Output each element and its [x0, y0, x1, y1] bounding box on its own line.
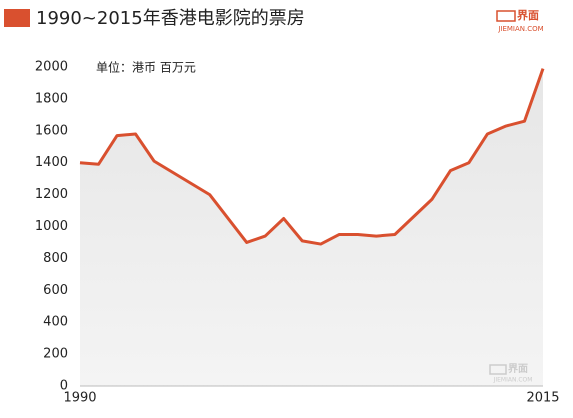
y-tick-label: 2000 [35, 60, 68, 75]
y-tick-label: 400 [43, 315, 68, 330]
y-tick-label: 1200 [35, 187, 68, 202]
y-tick-label: 200 [43, 347, 68, 362]
watermark-icon [489, 364, 507, 375]
y-tick-label: 1400 [35, 155, 68, 170]
y-tick-label: 800 [43, 251, 68, 266]
watermark-site: JIEMIAN.COM [493, 377, 533, 384]
plot-area: 0 200 400 600 800 1000 1200 1400 1600 1800 2000 199… [35, 60, 560, 406]
area [80, 68, 543, 386]
x-tick-label: 1990 [63, 391, 96, 406]
brand-site: JIEMIAN.COM [497, 25, 543, 33]
brand-icon [496, 10, 516, 22]
brand-name: 界面 [517, 9, 539, 22]
y-tick-label: 1800 [35, 91, 68, 106]
watermark-name: 界面 [508, 363, 528, 375]
y-tick-label: 1600 [35, 123, 68, 138]
line [79, 68, 545, 246]
y-tick-label: 0 [60, 379, 68, 394]
x-tick-label: 2015 [526, 391, 559, 406]
y-tick-label: 600 [43, 283, 68, 298]
chart-title: 1990~2015年香港电影院的票房 [36, 8, 305, 29]
title-marker [4, 9, 30, 27]
y-tick-label: 1000 [35, 219, 68, 234]
unit-annotation: 单位：港币 百万元 [96, 60, 196, 75]
